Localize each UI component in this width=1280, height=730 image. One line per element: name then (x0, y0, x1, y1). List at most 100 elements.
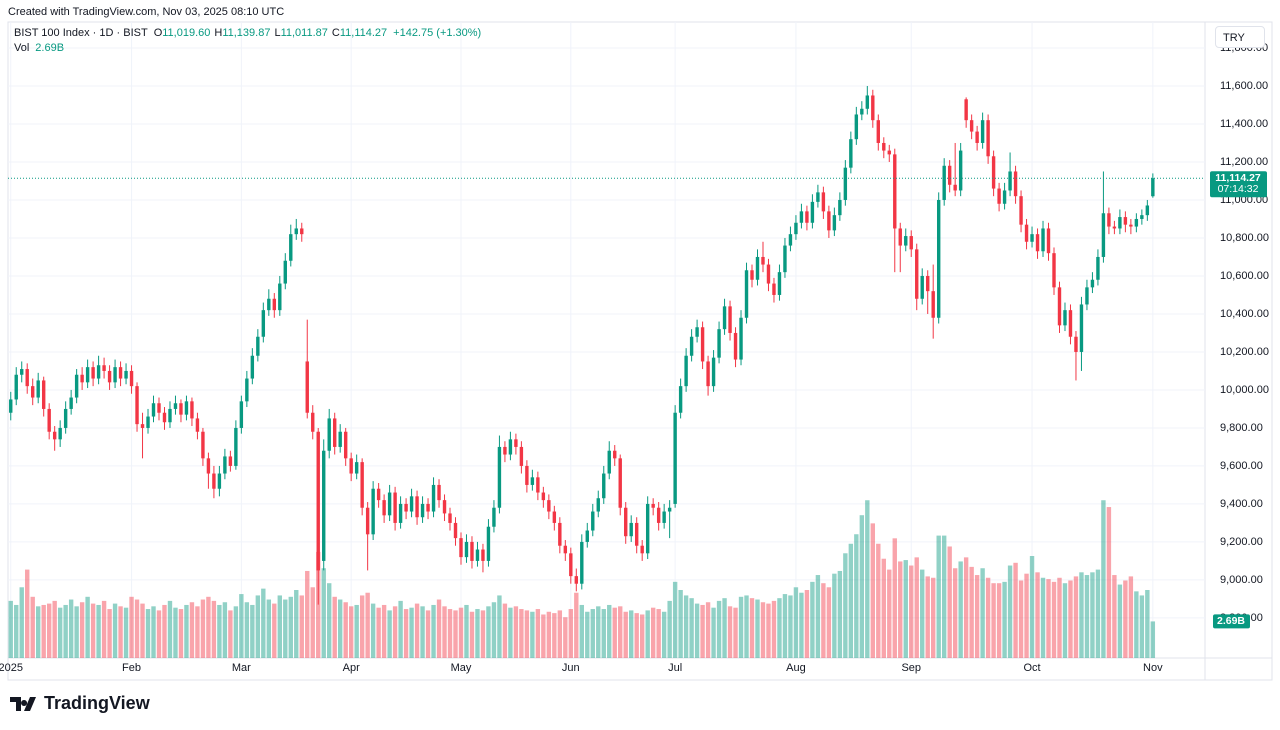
volume-bar (365, 592, 370, 658)
candle-body (931, 291, 935, 318)
volume-bar (1002, 581, 1007, 658)
candle-body (580, 541, 584, 584)
ohlc-item: C11,114.27 (332, 27, 387, 39)
volume-bar (195, 606, 200, 658)
candle-body (1107, 213, 1111, 227)
candle-body (975, 131, 979, 143)
volume-bar (1106, 507, 1112, 658)
volume-value: 2.69B (35, 42, 65, 54)
candle-body (986, 120, 990, 157)
candle-body (656, 507, 661, 523)
candle-body (821, 192, 826, 212)
x-tick-label: May (451, 662, 472, 674)
candle-body (980, 120, 985, 143)
candle-body (294, 228, 298, 235)
candle-body (217, 473, 222, 489)
volume-bar (755, 599, 760, 658)
candle-body (613, 450, 617, 459)
candle-body (1041, 228, 1045, 252)
candle-body (1145, 205, 1150, 216)
candle-body (689, 336, 694, 356)
ohlc-values: O11,019.60 H11,139.87 L11,011.87 C11,114.27 (154, 27, 387, 39)
volume-bar (425, 610, 431, 658)
candle-body (497, 446, 502, 508)
volume-bar (1112, 575, 1117, 658)
candle-body (722, 306, 727, 330)
candle-body (245, 378, 249, 402)
candle-body (1085, 287, 1089, 305)
volume-bar (25, 569, 30, 658)
candle-body (168, 408, 172, 423)
volume-bar (299, 595, 304, 658)
candle-body (135, 386, 139, 425)
volume-bar (173, 607, 178, 658)
volume-bar (41, 604, 46, 658)
candle-body (788, 234, 793, 246)
candle-body (865, 95, 870, 109)
volume-bar (629, 610, 634, 658)
volume-bar (162, 604, 167, 658)
volume-bar (546, 611, 552, 658)
volume-bar (294, 590, 299, 658)
candle-body (393, 492, 397, 523)
volume-bar (343, 602, 348, 658)
candle-body (1112, 226, 1117, 229)
candle-body (173, 403, 178, 409)
candle-body (404, 503, 408, 512)
volume-bar (865, 500, 870, 658)
volume-bar (403, 609, 409, 658)
volume-bar (348, 606, 354, 658)
candle-body (958, 150, 963, 191)
volume-bar (760, 602, 766, 658)
volume-bar (14, 604, 19, 658)
volume-bar (618, 606, 623, 658)
volume-bar (387, 610, 392, 658)
volume-bar (107, 609, 112, 658)
volume-bar (574, 592, 579, 658)
currency-button[interactable]: TRY (1215, 26, 1265, 48)
volume-bar (1128, 576, 1134, 658)
candle-body (223, 456, 227, 474)
volume-bar (1007, 565, 1013, 658)
volume-bar (464, 604, 469, 658)
candle-body (1151, 178, 1155, 197)
y-tick-label: 10,400.00 (1220, 308, 1269, 320)
volume-bar (36, 606, 41, 658)
candle-body (256, 336, 260, 356)
candle-body (157, 403, 161, 413)
ohlc-key: H (214, 27, 223, 39)
volume-key: Vol (14, 42, 30, 54)
volume-bar (211, 600, 217, 658)
volume-bar (486, 606, 491, 658)
candle-body (96, 365, 101, 379)
volume-bar (327, 583, 332, 658)
volume-bar (590, 609, 595, 658)
candle-body (783, 245, 787, 273)
candle-body (300, 228, 304, 235)
volume-bar (601, 609, 606, 658)
candle-body (920, 275, 924, 299)
volume-bar (502, 603, 508, 658)
volume-bar (79, 602, 85, 658)
volume-bar (804, 590, 810, 658)
candle-body (695, 327, 699, 337)
volume-bar (151, 606, 156, 658)
candle-body (766, 264, 771, 284)
candle-body (349, 458, 353, 474)
candle-body (645, 503, 650, 554)
volume-bar (996, 583, 1002, 658)
volume-bar (272, 603, 277, 658)
volume-bar (843, 553, 848, 658)
volume-bar (524, 610, 530, 658)
volume-tag-label: 2.69B (1217, 615, 1245, 627)
chart-frame (7, 21, 1273, 681)
candle-body (261, 310, 266, 337)
volume-bar (799, 592, 804, 658)
volume-bar (244, 602, 250, 658)
volume-bar (288, 596, 293, 658)
volume-bar (513, 606, 519, 658)
candle-body (437, 484, 441, 501)
candle-body (492, 507, 496, 527)
candle-body (552, 511, 557, 523)
x-tick-label: Apr (343, 662, 360, 674)
